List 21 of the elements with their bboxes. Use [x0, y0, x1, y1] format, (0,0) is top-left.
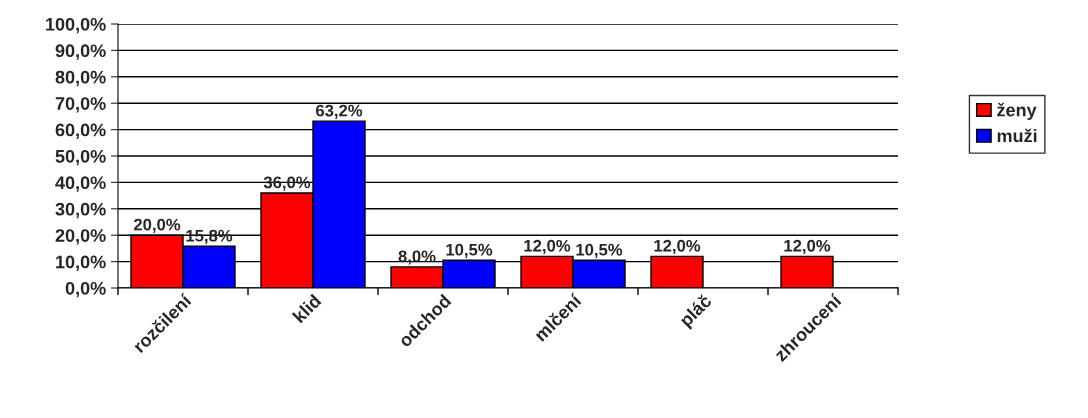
data-label: 12,0% [654, 239, 701, 255]
y-tick-label: 90,0% [55, 44, 106, 60]
y-tick-label: 0,0% [65, 281, 106, 298]
y-tick-label: 60,0% [55, 123, 106, 139]
y-tick-label: 50,0% [55, 149, 106, 166]
data-label: 10,5% [576, 243, 623, 259]
y-tick-label: 20,0% [55, 229, 106, 245]
y-tick-label: 40,0% [55, 176, 106, 192]
legend-label: muži [997, 128, 1037, 143]
y-tick-label: 80,0% [55, 70, 106, 87]
y-tick-label: 30,0% [55, 202, 106, 219]
y-tick-label: 10,0% [56, 255, 106, 271]
legend-label: ženy [997, 102, 1037, 120]
data-label: 12,0% [524, 239, 571, 255]
data-label: 10,5% [446, 243, 493, 259]
y-tick-label: 100,0% [46, 17, 106, 34]
data-label: 63,2% [315, 104, 363, 119]
y-tick-label: 70,0% [55, 97, 106, 113]
x-tick-label: klid [291, 293, 322, 324]
data-label: 20,0% [133, 218, 181, 233]
data-label: 12,0% [784, 239, 831, 255]
